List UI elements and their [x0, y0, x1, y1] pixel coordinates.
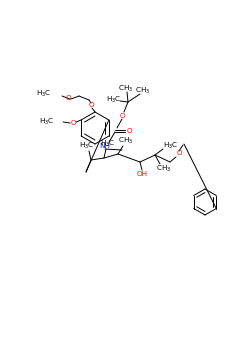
Text: CH$_3$: CH$_3$ [118, 84, 134, 94]
Text: CH$_3$: CH$_3$ [156, 164, 172, 174]
Text: H$_3$C: H$_3$C [100, 139, 116, 149]
Text: CH$_3$: CH$_3$ [118, 136, 134, 146]
Text: NH: NH [100, 143, 110, 149]
Text: H$_3$C: H$_3$C [38, 117, 54, 127]
Text: H$_3$C: H$_3$C [163, 141, 179, 151]
Text: CH$_3$: CH$_3$ [135, 86, 151, 96]
Text: H$_3$C: H$_3$C [106, 95, 122, 105]
Text: O: O [70, 120, 76, 126]
Text: O: O [176, 150, 182, 156]
Text: H$_3$C: H$_3$C [79, 141, 95, 151]
Text: OH: OH [136, 171, 147, 177]
Text: H$_3$C: H$_3$C [36, 89, 52, 99]
Text: O: O [65, 95, 71, 101]
Text: O: O [88, 102, 94, 108]
Text: O: O [126, 128, 132, 134]
Text: O: O [119, 113, 125, 119]
